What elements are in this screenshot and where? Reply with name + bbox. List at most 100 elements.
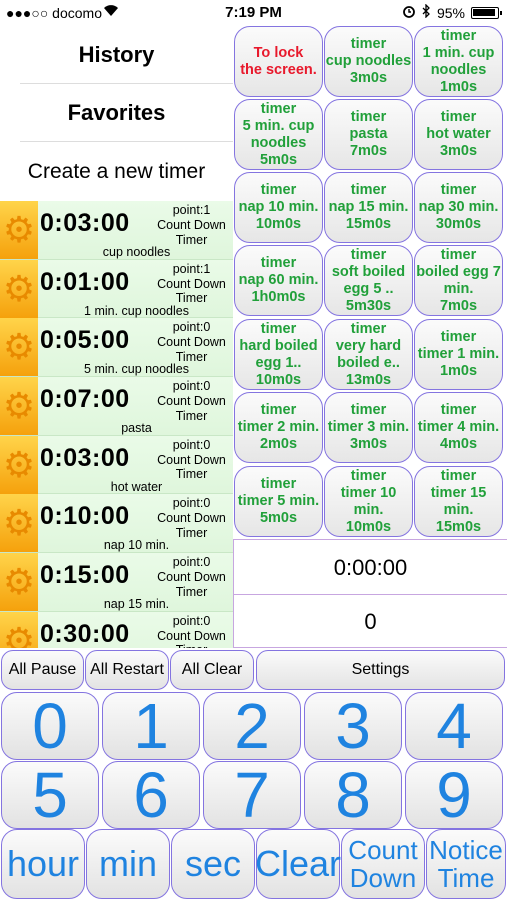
clear-key-label: Clear — [254, 843, 342, 884]
preset-timer-button[interactable]: timer nap 10 min. 10m0s — [234, 172, 323, 243]
gear-icon[interactable]: ⚙ — [0, 553, 38, 612]
digit-key-label: 6 — [133, 759, 169, 831]
preset-timer-button[interactable]: timer timer 3 min. 3m0s — [324, 392, 413, 463]
preset-timer-button[interactable]: timer hard boiled egg 1.. 10m0s — [234, 319, 323, 390]
preset-timer-button[interactable]: timer boiled egg 7 min. 7m0s — [414, 245, 503, 316]
timer-name: nap 10 min. — [103, 538, 170, 553]
digit-key-4[interactable]: 4 — [405, 690, 503, 762]
sec-key[interactable]: sec — [171, 829, 255, 899]
gear-icon[interactable]: ⚙ — [0, 494, 38, 553]
timer-time: 0:10:00 — [40, 502, 130, 531]
gear-icon[interactable]: ⚙ — [0, 318, 38, 377]
digit-key-label: 8 — [335, 759, 371, 831]
preset-timer-button[interactable]: timer very hard boiled e.. 13m0s — [324, 319, 413, 390]
all-pause-label: All Pause — [8, 661, 77, 678]
timer-list[interactable]: ⚙ 0:03:00 point:1 Count Down Timer cup noodl… — [0, 201, 233, 648]
preset-timer-button[interactable]: timer hot water 3m0s — [414, 99, 503, 170]
alarm-clock-icon — [402, 4, 416, 21]
create-timer-button[interactable]: Create a new timer — [0, 142, 233, 201]
digit-key-9[interactable]: 9 — [405, 759, 503, 831]
timer-point: point:0 — [172, 379, 211, 394]
min-key[interactable]: min — [86, 829, 170, 899]
preset-label-line: timer 2 min. — [237, 419, 320, 435]
digit-key-8[interactable]: 8 — [304, 759, 402, 831]
preset-label-line: egg 1.. — [255, 354, 302, 371]
timer-row[interactable]: ⚙ 0:03:00 point:1 Count Down Timer cup noodl… — [0, 201, 233, 260]
hour-key[interactable]: hour — [1, 829, 85, 899]
preset-timer-button[interactable]: timer cup noodles 3m0s — [324, 26, 413, 97]
digit-key-6[interactable]: 6 — [102, 759, 200, 831]
preset-timer-button[interactable]: timer timer 1 min. 1m0s — [414, 319, 503, 390]
preset-label-line: timer 15 — [430, 484, 487, 501]
preset-timer-button[interactable]: timer timer 10 min. 10m0s — [324, 466, 413, 537]
preset-timer-button[interactable]: timer timer 5 min. 5m0s — [234, 466, 323, 537]
preset-timer-button[interactable]: timer 1 min. cup noodles 1m0s — [414, 26, 503, 97]
settings-label: Settings — [351, 661, 410, 678]
preset-timer-button[interactable]: timer pasta 7m0s — [324, 99, 413, 170]
preset-timer-button[interactable]: timer nap 15 min. 15m0s — [324, 172, 413, 243]
digit-key-0[interactable]: 0 — [1, 690, 99, 762]
timer-row[interactable]: ⚙ 0:10:00 point:0 Count Down Timer nap 10 mi… — [0, 494, 233, 554]
preset-timer-button[interactable]: timer 5 min. cup noodles 5m0s — [234, 99, 323, 170]
preset-timer-button[interactable]: timer timer 15 min. 15m0s — [414, 466, 503, 537]
notice-time-key[interactable]: Notice Time — [426, 829, 506, 899]
preset-timer-button[interactable]: timer soft boiled egg 5 .. 5m30s — [324, 245, 413, 316]
preset-label-line: 5m0s — [259, 151, 298, 168]
preset-label-line: timer — [440, 27, 477, 44]
clear-key[interactable]: Clear — [254, 829, 342, 899]
preset-timer-button[interactable]: timer nap 60 min. 1h0m0s — [234, 245, 323, 316]
preset-label-line: min. — [443, 501, 474, 518]
preset-label-line: timer — [260, 320, 297, 337]
preset-label-line: 7m0s — [439, 297, 478, 314]
preset-label-line: 1h0m0s — [251, 289, 306, 305]
settings-button[interactable]: Settings — [256, 650, 505, 690]
timer-row[interactable]: ⚙ 0:03:00 point:0 Count Down Timer hot water — [0, 435, 233, 495]
gear-icon[interactable]: ⚙ — [0, 435, 38, 494]
timer-type: Count Down Timer — [157, 276, 226, 306]
preset-timer-button[interactable]: timer timer 4 min. 4m0s — [414, 392, 503, 463]
timer-row[interactable]: ⚙ 0:07:00 point:0 Count Down Timer pasta — [0, 377, 233, 436]
timer-row[interactable]: ⚙ 0:01:00 point:1 Count Down Timer 1 min. cu… — [0, 259, 233, 319]
all-pause-button[interactable]: All Pause — [1, 650, 84, 690]
preset-label-line: 1m0s — [439, 78, 478, 95]
timer-point: point:0 — [172, 320, 211, 335]
all-clear-button[interactable]: All Clear — [170, 650, 254, 690]
time-display-value: 0:00:00 — [333, 555, 408, 580]
timer-row[interactable]: ⚙ 0:15:00 point:0 Count Down Timer nap 15 mi… — [0, 553, 233, 612]
favorites-button[interactable]: Favorites — [0, 84, 233, 142]
digit-key-2[interactable]: 2 — [203, 690, 301, 762]
digit-key-7[interactable]: 7 — [203, 759, 301, 831]
preset-label-line: timer — [260, 255, 297, 271]
timer-point: point:0 — [172, 555, 211, 570]
history-button[interactable]: History — [0, 26, 233, 84]
gear-icon[interactable]: ⚙ — [0, 377, 38, 436]
digit-key-label: 3 — [335, 690, 371, 762]
preset-label-line: min. — [443, 280, 474, 297]
preset-label-line: timer — [440, 467, 477, 484]
preset-timer-button[interactable]: timer nap 30 min. 30m0s — [414, 172, 503, 243]
preset-label-line: 5m0s — [259, 510, 298, 526]
timer-point: point:0 — [172, 613, 211, 628]
preset-label-line: 5m30s — [345, 297, 392, 314]
gear-icon[interactable]: ⚙ — [0, 201, 38, 259]
all-restart-button[interactable]: All Restart — [85, 650, 169, 690]
notice-time-line1: Notice — [429, 835, 503, 865]
digit-key-3[interactable]: 3 — [304, 690, 402, 762]
digit-key-5[interactable]: 5 — [1, 759, 99, 831]
timer-name: cup noodles — [102, 245, 171, 259]
preset-label-line: cup noodles — [325, 53, 412, 69]
preset-label-line: 2m0s — [259, 436, 298, 452]
preset-timer-button[interactable]: timer timer 2 min. 2m0s — [234, 392, 323, 463]
time-display: 0:00:00 — [233, 539, 507, 594]
count-down-key[interactable]: Count Down — [341, 829, 425, 899]
digit-key-1[interactable]: 1 — [102, 690, 200, 762]
digit-key-label: 0 — [32, 690, 68, 762]
gear-icon[interactable]: ⚙ — [0, 611, 38, 648]
preset-label-line: timer — [440, 182, 477, 198]
lock-screen-button[interactable]: To lock the screen. — [234, 26, 323, 97]
preset-label-line: timer — [260, 182, 297, 198]
gear-icon[interactable]: ⚙ — [0, 259, 38, 318]
preset-label-line: 13m0s — [345, 371, 392, 388]
timer-row[interactable]: ⚙ 0:05:00 point:0 Count Down Timer 5 min. cu… — [0, 318, 233, 378]
